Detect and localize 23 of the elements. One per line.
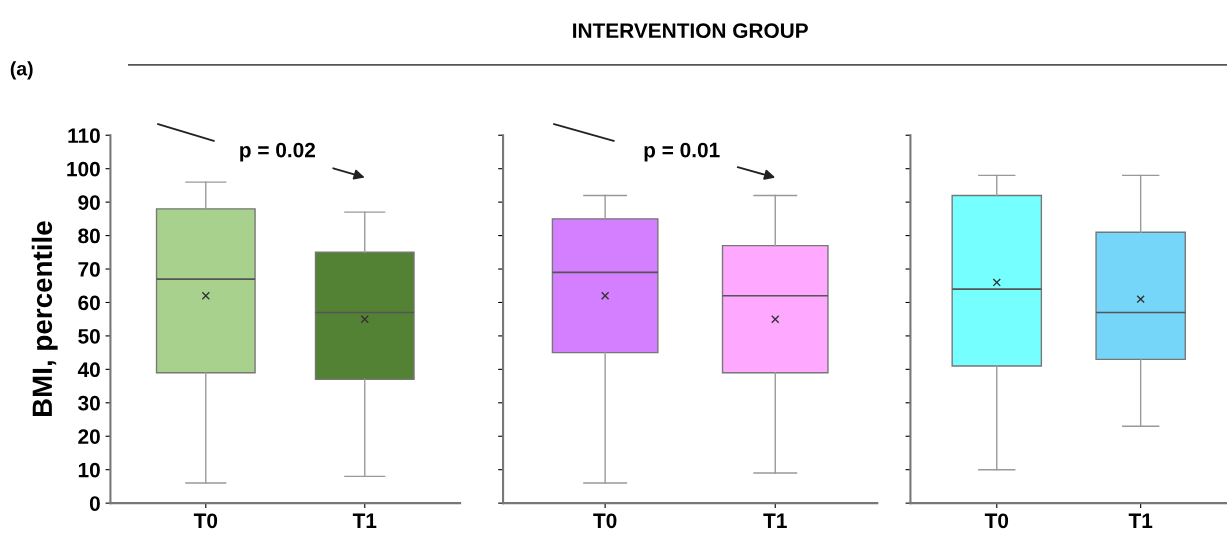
y-tick-label: 110 xyxy=(68,128,100,143)
annotation: p = 0.01 xyxy=(644,142,720,162)
y-tick-label: 100 xyxy=(67,161,100,177)
y-tick-label: 90 xyxy=(78,195,100,210)
y-tick-label: 10 xyxy=(78,462,100,478)
y-tick-label: 30 xyxy=(78,395,100,411)
y-tick-label: 40 xyxy=(77,362,100,378)
y-tick-label: 0 xyxy=(89,496,100,511)
x-tick-label: T1 xyxy=(763,513,787,528)
x-tick-label: T1 xyxy=(1128,513,1153,528)
x-tick-label: T0 xyxy=(984,513,1009,529)
y-tick-label: 50 xyxy=(78,328,100,344)
x-tick-label: T0 xyxy=(593,513,617,529)
y-axis-title: BMI, percentile xyxy=(31,221,58,417)
y-tick-label: 60 xyxy=(78,295,100,311)
x-tick-label: T0 xyxy=(193,513,218,529)
text: (a) xyxy=(10,61,33,80)
y-tick-label: 20 xyxy=(78,429,100,444)
annotation: p = 0.02 xyxy=(240,142,316,162)
y-tick-label: 80 xyxy=(78,228,100,244)
chart-title: INTERVENTION GROUP xyxy=(573,23,808,39)
y-tick-label: 70 xyxy=(78,262,100,277)
x-tick-label: T1 xyxy=(352,513,377,528)
